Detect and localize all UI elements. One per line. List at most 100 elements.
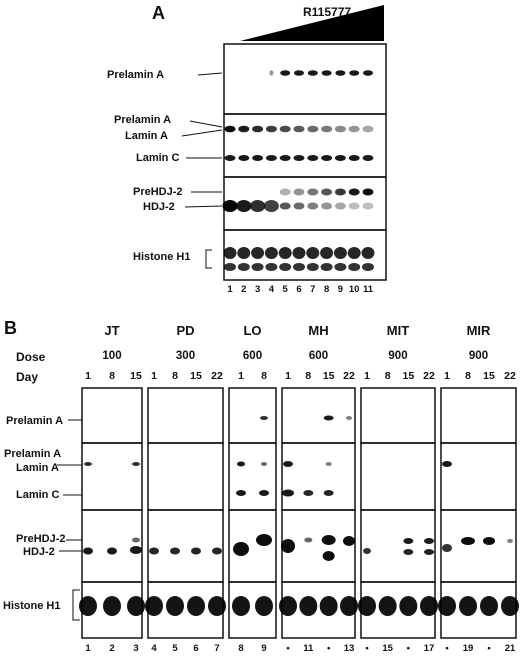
b-lamin-a-band [442, 461, 452, 467]
b-label-prelamin-mid: Prelamin A [4, 448, 62, 460]
a-prelamin-band [349, 70, 360, 76]
b-hdj-band [233, 542, 249, 556]
b-histone-band [378, 596, 397, 616]
dose-wedge [240, 5, 384, 41]
b-prehdj-band [304, 537, 313, 543]
b-box [81, 442, 143, 511]
a-lane-number: 11 [362, 284, 374, 295]
b-prehdj-band [132, 537, 140, 543]
day-label: 15 [322, 370, 335, 382]
a-hdj-band [321, 202, 333, 210]
b-box [228, 581, 277, 639]
b-hdj-band [212, 547, 222, 555]
b-lamin-a-band [283, 461, 293, 467]
b-box [360, 442, 436, 511]
day-label: 22 [423, 370, 435, 382]
a-hdj-band [222, 200, 238, 212]
a-histone-band-lower [348, 263, 361, 271]
day-label: 8 [384, 370, 391, 382]
b-hdj-band [322, 551, 335, 561]
a-lamin-a-band [252, 125, 264, 133]
b-box [147, 442, 224, 511]
a-histone-band-lower [265, 263, 278, 271]
patient-dose: 600 [308, 350, 329, 362]
b-box [228, 442, 277, 511]
b-lamin-c-band [236, 490, 246, 496]
a-hdj-band [293, 202, 305, 210]
b-lane-number: • [286, 643, 290, 654]
a-lamin-a-band [265, 125, 277, 133]
a-lamin-a-band [238, 125, 250, 133]
day-label: 8 [172, 370, 178, 382]
b-lamin-a-band [84, 462, 92, 466]
a-hdj-band [250, 200, 266, 212]
day-label: 1 [85, 370, 91, 382]
a-lamin-c-band [252, 155, 264, 161]
a-histone-band [264, 247, 278, 259]
a-label-histone: Histone H1 [133, 251, 191, 263]
b-lane-number: 17 [423, 643, 435, 654]
day-label: 8 [261, 370, 267, 382]
a-lamin-a-band [321, 125, 333, 133]
a-lamin-c-band [293, 155, 305, 161]
a-label-lamin-c: Lamin C [136, 152, 180, 164]
b-histone-band [103, 596, 121, 616]
day-label: 1 [238, 370, 244, 382]
a-label-prehdj: PreHDJ-2 [133, 186, 183, 198]
b-histone-band [399, 596, 418, 616]
a-histone-band [306, 247, 320, 259]
a-prelamin-band [294, 70, 304, 76]
a-histone-band-lower [279, 263, 292, 271]
a-histone-band [278, 247, 292, 259]
a-histone-band [223, 247, 237, 259]
b-lane-number: 5 [172, 643, 178, 654]
a-lamin-c-band [321, 155, 333, 161]
b-lane-number: 6 [193, 643, 199, 654]
b-histone-band [480, 596, 498, 616]
b-histone-band [255, 596, 273, 616]
b-label-lamin-a: Lamin A [16, 462, 59, 474]
b-histone-band [501, 596, 519, 616]
b-box [440, 509, 517, 583]
day-label: 22 [504, 370, 516, 382]
patient-name: LO [243, 323, 262, 338]
patient-dose: 900 [388, 350, 408, 362]
b-hdj-band [149, 547, 159, 555]
day-row-label: Day [16, 370, 39, 384]
b-prehdj-band [321, 535, 336, 545]
patient-name: MH [308, 323, 329, 338]
a-histone-band-lower [293, 263, 305, 271]
patient-name: JT [104, 323, 120, 338]
a-histone-band [320, 247, 334, 259]
b-box [228, 387, 277, 444]
b-lane-number: • [365, 643, 369, 654]
a-histone-band-lower [320, 263, 333, 271]
b-histone-band [340, 596, 358, 616]
b-prehdj-band [256, 534, 272, 546]
a-histone-band [237, 247, 251, 259]
a-lamin-c-band [279, 155, 291, 161]
a-prehdj-band [293, 188, 305, 196]
b-lane-number: 13 [343, 643, 355, 654]
b-lamin-c-band [303, 490, 314, 496]
b-lamin-c-band [259, 490, 269, 496]
b-box [81, 387, 143, 444]
b-prelamin-band [346, 416, 352, 420]
a-lamin-a-band [293, 125, 305, 133]
b-hdj-band [363, 548, 371, 554]
b-box [360, 387, 436, 444]
day-label: 15 [483, 370, 495, 382]
b-histone-band [187, 596, 205, 616]
a-prelamin-band [363, 70, 373, 76]
patient-dose: 100 [102, 350, 122, 362]
a-histone-band-lower [224, 263, 236, 271]
b-box [360, 509, 436, 583]
b-lane-number: 4 [151, 643, 157, 654]
b-label-prelamin-top: Prelamin A [6, 415, 64, 427]
patient-name: MIT [386, 323, 410, 338]
b-hdj-band [442, 544, 452, 552]
panel-b-letter: B [4, 318, 17, 338]
a-lamin-c-band [362, 155, 374, 161]
